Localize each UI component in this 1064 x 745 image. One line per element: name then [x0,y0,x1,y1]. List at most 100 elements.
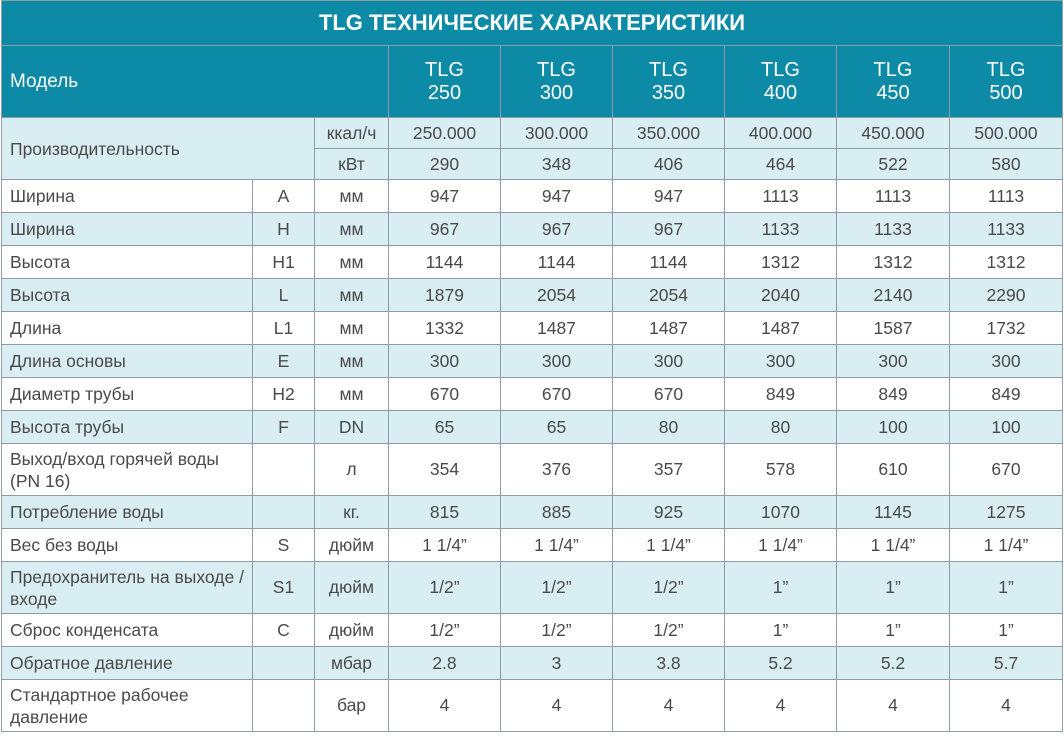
value-cell: 500.000 [948,117,1064,149]
row-symbol: H [252,212,315,246]
value-cell: 1487 [724,311,837,345]
row-symbol [252,443,315,496]
model-header-250: TLG 250 [388,45,501,118]
row-unit: ккал/ч [314,117,389,149]
value-cell: 1” [836,561,950,614]
value-cell: 4 [612,679,725,732]
value-cell: 849 [836,377,950,411]
value-cell: 1312 [948,245,1064,279]
row-param-label: Ширина [1,179,253,213]
row-unit: дюйм [314,528,389,562]
row-unit: мм [314,344,389,378]
value-cell: 1/2” [500,613,613,647]
row-param-label: Сброс конденсата [1,613,253,647]
value-cell: 1113 [948,179,1064,213]
row-unit: дюйм [314,561,389,614]
row-symbol: L1 [252,311,315,345]
table-row: Стандартное рабочее давление бар 4 4 4 4 4 4 [1,679,1064,732]
value-cell: 1/2” [612,561,725,614]
value-cell: 300 [836,344,950,378]
model-number: 400 [763,81,798,104]
table-title: TLG ТЕХНИЧЕСКИЕ ХАРАКТЕРИСТИКИ [0,0,1064,46]
model-name: TLG [761,58,800,81]
value-cell: 1” [724,561,837,614]
value-cell: 1 1/4” [500,528,613,562]
value-cell: 357 [612,443,725,496]
value-cell: 4 [500,679,613,732]
value-cell: 1133 [836,212,950,246]
value-cell: 670 [612,377,725,411]
value-cell: 1144 [388,245,501,279]
value-cell: 967 [612,212,725,246]
table-row: Диаметр трубы H2 мм 670 670 670 849 849 849 [1,377,1064,411]
value-cell: 815 [388,495,501,529]
value-cell: 1487 [500,311,613,345]
value-cell: 65 [388,410,501,444]
value-cell: 610 [836,443,950,496]
row-param-label: Высота трубы [1,410,253,444]
value-cell: 1/2” [388,561,501,614]
value-cell: 290 [388,148,501,180]
value-cell: 1587 [836,311,950,345]
row-unit: мм [314,278,389,312]
row-unit: мм [314,179,389,213]
value-cell: 3.8 [612,646,725,680]
value-cell: 1879 [388,278,501,312]
value-cell: 5.2 [724,646,837,680]
model-header-450: TLG 450 [836,45,950,118]
value-cell: 1/2” [388,613,501,647]
row-unit: мм [314,377,389,411]
value-cell: 947 [500,179,613,213]
row-unit: мм [314,212,389,246]
value-cell: 400.000 [724,117,837,149]
model-name: TLG [425,58,464,81]
value-cell: 1487 [612,311,725,345]
row-symbol: S [252,528,315,562]
value-cell: 250.000 [388,117,501,149]
value-cell: 1133 [948,212,1064,246]
value-cell: 5.2 [836,646,950,680]
table-row: Высота H1 мм 1144 1144 1144 1312 1312 1312 [1,245,1064,279]
table-row: Высота трубы F DN 65 65 80 80 100 100 [1,410,1064,444]
value-cell: 1144 [500,245,613,279]
value-cell: 354 [388,443,501,496]
value-cell: 4 [948,679,1064,732]
value-cell: 947 [612,179,725,213]
model-number: 500 [989,81,1023,104]
model-number: 300 [539,81,574,104]
row-unit: мбар [314,646,389,680]
table-row: Выход/вход горячей воды (PN 16) л 354 376 35… [1,443,1064,496]
value-cell: 300 [500,344,613,378]
model-name: TLG [873,58,913,81]
value-cell: 670 [388,377,501,411]
value-cell: 300 [724,344,837,378]
value-cell: 1” [948,613,1064,647]
row-param-label: Длина основы [1,344,253,378]
value-cell: 100 [948,410,1064,444]
value-cell: 450.000 [836,117,950,149]
row-symbol: H1 [252,245,315,279]
value-cell: 1” [724,613,837,647]
value-cell: 1144 [612,245,725,279]
model-label: Модель [1,45,389,118]
value-cell: 1 1/4” [388,528,501,562]
row-symbol: A [252,179,315,213]
row-symbol: H2 [252,377,315,411]
row-symbol: F [252,410,315,444]
row-unit: кг. [314,495,389,529]
title-row: TLG ТЕХНИЧЕСКИЕ ХАРАКТЕРИСТИКИ [0,0,1064,46]
value-cell: 967 [500,212,613,246]
row-symbol [252,679,315,732]
row-param-label: Длина [1,311,253,345]
row-unit: бар [314,679,389,732]
value-cell: 849 [948,377,1064,411]
value-cell: 5.7 [948,646,1064,680]
value-cell: 670 [500,377,613,411]
value-cell: 2054 [612,278,725,312]
row-param-label: Предохранитель на выходе / входе [1,561,253,614]
